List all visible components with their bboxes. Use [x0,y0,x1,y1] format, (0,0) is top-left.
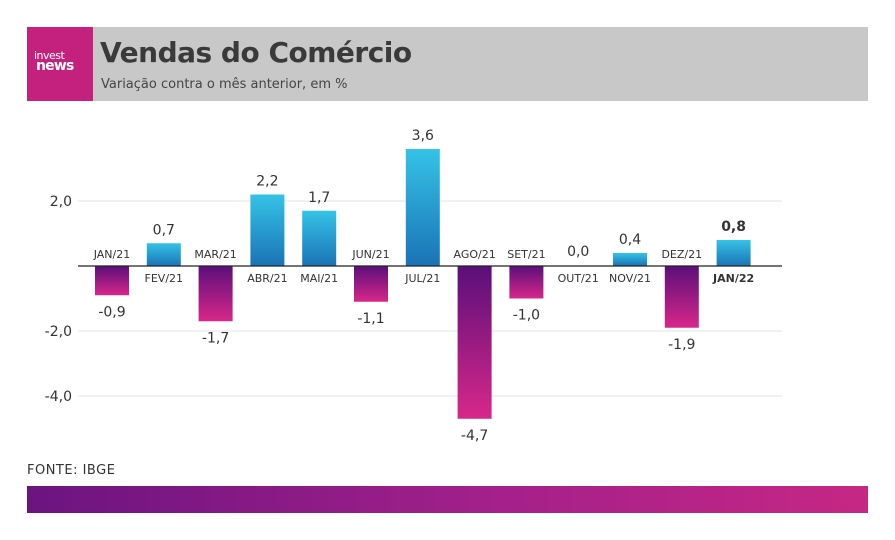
bars [78,149,782,419]
data-label: -1,9 [668,337,695,353]
data-label: 2,2 [256,174,278,190]
bar [302,210,337,266]
x-tick-label: JUN/21 [351,248,389,261]
x-tick-label: FEV/21 [145,272,184,285]
bar [613,253,647,266]
data-label: 1,7 [308,190,330,206]
data-label: 0,8 [721,219,746,235]
chart-header: invest news Vendas do Comércio Variação … [27,27,868,101]
bar [405,149,440,266]
data-label: -1,1 [357,311,384,327]
source-note: FONTE: IBGE [27,463,116,478]
bar [716,240,751,266]
data-label: 3,6 [412,128,434,144]
x-tick-label: NOV/21 [609,272,651,285]
y-tick-label: -4,0 [45,389,72,405]
bar [664,266,699,328]
x-tick-label: AGO/21 [453,248,495,261]
chart-title: Vendas do Comércio [100,36,412,69]
data-label: -4,7 [461,428,488,444]
x-tick-label: OUT/21 [558,272,599,285]
bar [457,266,492,419]
x-tick-label: JAN/22 [712,272,754,285]
data-label: -1,0 [513,308,540,324]
x-tick-label: MAR/21 [194,248,236,261]
footer-gradient-bar [27,486,868,513]
data-label: -0,9 [98,304,125,320]
bar [250,194,285,266]
x-tick-label: ABR/21 [247,272,287,285]
logo-text-invest: invest [34,49,65,62]
data-label: -1,7 [202,330,229,346]
y-tick-label: -2,0 [45,324,72,340]
bar [146,243,181,266]
bar [95,266,129,296]
bar [509,266,544,299]
investnews-logo: invest news [27,27,93,101]
x-tick-label: JUL/21 [404,272,440,285]
bar [354,266,388,302]
logo-text-news: news [36,58,74,74]
data-label: 0,4 [619,232,641,248]
y-tick-label: 2,0 [50,194,72,210]
bar [198,266,233,322]
data-label: 0,0 [567,244,589,260]
chart-subtitle: Variação contra o mês anterior, em % [101,77,348,92]
labels: 2,0 -2,0 -4,0 JAN/21 -0,9 FEV/21 0,7 MAR/21 -1,7… [45,128,754,444]
x-tick-label: MAI/21 [300,272,338,285]
x-tick-label: DEZ/21 [661,248,702,261]
x-tick-label: SET/21 [507,248,545,261]
data-label: 0,7 [153,222,175,238]
x-tick-label: JAN/21 [93,248,131,261]
